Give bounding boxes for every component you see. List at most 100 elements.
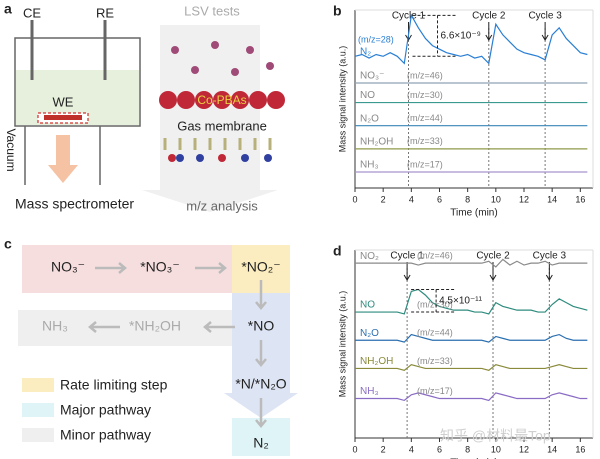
x-tick-label: 14: [547, 444, 557, 454]
species: NH₃: [42, 318, 68, 334]
cycle-arrow: [545, 262, 553, 281]
lsv-label: LSV tests: [184, 3, 240, 18]
species: *NH₂OH: [129, 318, 181, 334]
panel-a: a CE RE WE Vacuum Mass spectrometer LSV …: [4, 1, 285, 213]
arrows: [88, 262, 267, 428]
x-tick-label: 6: [437, 444, 442, 454]
membrane-label: Gas membrane: [177, 118, 267, 133]
series-name: N₂O: [360, 113, 379, 124]
cycle-label: Cycle 3: [528, 11, 562, 22]
legend-swatch: [22, 378, 54, 392]
series-name: NH₂OH: [360, 136, 393, 147]
cycle-arrow: [403, 262, 411, 281]
series-label: (m/z=44): [417, 328, 453, 338]
trace: [354, 13, 588, 65]
series-label: (m/z=33): [417, 356, 453, 366]
scale-bracket: [412, 14, 458, 57]
trace: [355, 392, 588, 402]
legend-label: Major pathway: [60, 402, 151, 418]
series-name: NH₃: [360, 386, 379, 397]
series-label: (m/z=17): [407, 159, 443, 169]
cycle-arrow: [485, 22, 493, 41]
series-label: (m/z=33): [407, 136, 443, 146]
trace: [355, 288, 588, 315]
cycle-label: Cycle 1: [392, 11, 426, 22]
x-tick-label: 8: [465, 194, 470, 204]
species: N₂: [253, 435, 269, 451]
cycle-label: Cycle 1: [390, 251, 424, 262]
series-name: NH₃: [360, 160, 379, 171]
x-tick-label: 4: [409, 444, 414, 454]
x-tick-label: 0: [352, 194, 357, 204]
legend-label: Rate limiting step: [60, 377, 168, 393]
series-name: NO₃⁻: [360, 71, 384, 82]
ms-label: Mass spectrometer: [15, 196, 134, 212]
x-tick-label: 6: [437, 194, 442, 204]
y-axis-label: Mass signal intensity (a.u.): [337, 46, 347, 153]
charts: b 0 2 4 6 8 10 12 14 16 Time (min) Mass signal inte…: [333, 3, 594, 459]
x-tick-label: 10: [491, 194, 501, 204]
cycle-label: Cycle 2: [472, 11, 506, 22]
series-label: (m/z=30): [417, 299, 453, 309]
species: *N/*N₂O: [235, 376, 286, 392]
x-tick-label: 0: [352, 444, 357, 454]
x-tick-label: 10: [491, 444, 501, 454]
x-tick-label: 12: [519, 444, 529, 454]
series-label: (m/z=46): [417, 251, 453, 261]
x-tick-label: 4: [409, 194, 414, 204]
species: NO₃⁻: [51, 259, 85, 275]
legend-swatch: [22, 428, 54, 442]
minor-band: [18, 310, 232, 346]
legend-swatch: [22, 403, 54, 417]
panel-letter: b: [333, 3, 342, 19]
x-axis-label: Time (min): [450, 208, 497, 219]
series-name: NO: [360, 90, 375, 101]
trace: [355, 258, 588, 268]
ce-label: CE: [23, 5, 41, 20]
scale-bracket: [411, 288, 457, 313]
cell: [14, 37, 141, 127]
series-label: (m/z=28): [358, 34, 394, 44]
flow-arrow: [48, 135, 78, 183]
panel-letter: c: [4, 236, 12, 252]
catalyst-spheres: [159, 91, 285, 109]
cycle-label: Cycle 2: [476, 251, 510, 262]
we-label: WE: [53, 94, 74, 109]
panel-c: c NO₃⁻ *NO₃⁻ *NO₂⁻ *NO *N/*N₂O N₂ NH₃ *N…: [4, 236, 298, 456]
analysis-label: m/z analysis: [186, 198, 258, 213]
x-axis-label: Time (min): [450, 458, 497, 459]
vacuum-label: Vacuum: [4, 128, 18, 171]
x-tick-label: 8: [465, 444, 470, 454]
molecules: [171, 41, 274, 76]
process-arrow: [142, 25, 278, 212]
series-label: (m/z=44): [407, 113, 443, 123]
series-label: (m/z=30): [407, 90, 443, 100]
y-axis-label: Mass signal intensity (a.u.): [337, 291, 347, 398]
trace: [355, 333, 588, 343]
series-label: (m/z=17): [417, 386, 453, 396]
gas-dots: [168, 154, 272, 162]
legend-label: Minor pathway: [60, 427, 151, 443]
x-tick-label: 16: [575, 444, 585, 454]
x-tick-label: 2: [381, 194, 386, 204]
cycle-label: Cycle 3: [533, 251, 567, 262]
catalyst-label: Co-PBAs: [197, 93, 246, 107]
series-label: (m/z=46): [407, 70, 443, 80]
trace: [355, 364, 588, 371]
panel-letter: d: [333, 243, 342, 259]
scale-label: 4.5×10⁻¹¹: [439, 295, 482, 306]
series-name: N₂O: [360, 328, 379, 339]
cycle-arrow: [541, 22, 549, 41]
watermark: 知乎 @材料最Top: [440, 428, 551, 444]
series-name: NO: [360, 300, 375, 311]
species: *NO: [248, 318, 275, 334]
x-tick-label: 12: [519, 194, 529, 204]
panel-letter: a: [4, 1, 12, 17]
x-tick-label: 2: [381, 444, 386, 454]
membrane-bars: [163, 138, 272, 150]
species: *NO₃⁻: [140, 259, 180, 275]
x-tick-label: 14: [547, 194, 557, 204]
series-name: N₂: [360, 47, 371, 58]
x-tick-label: 16: [575, 194, 585, 204]
